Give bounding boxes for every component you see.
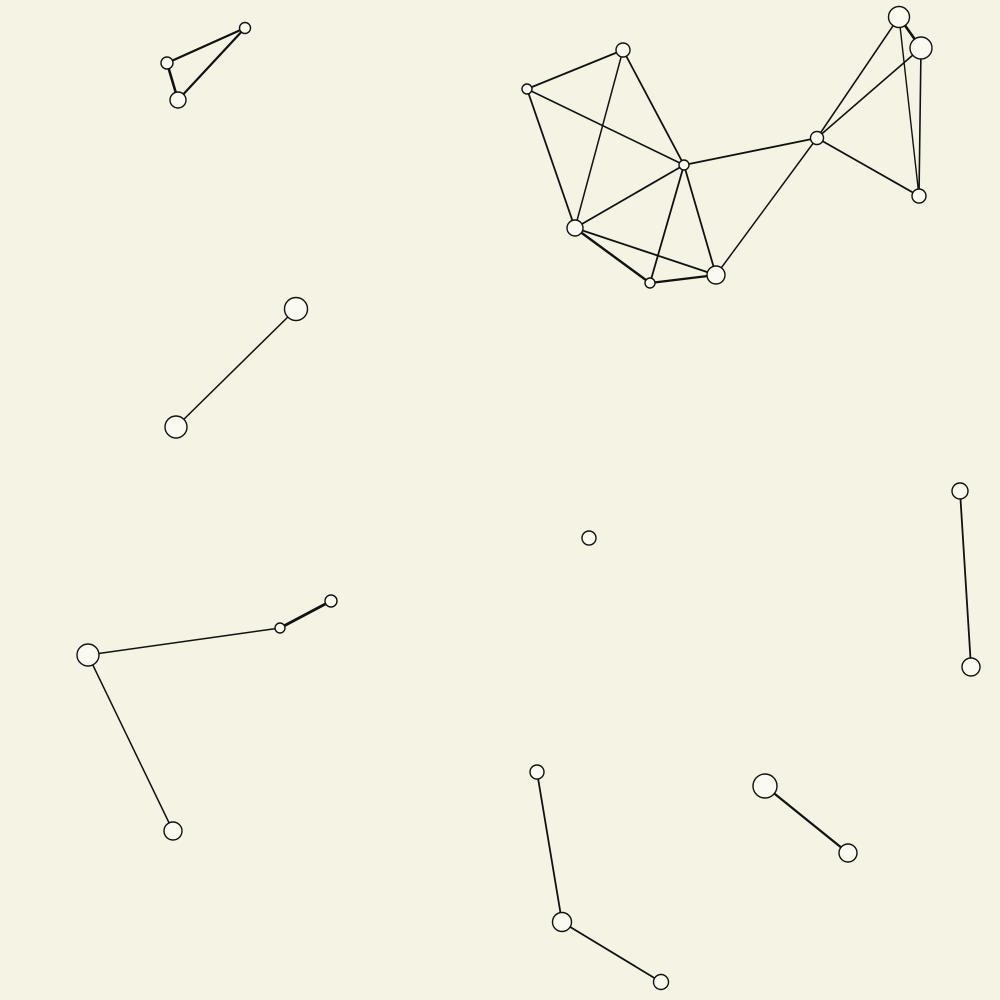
graph-edge (683, 164, 717, 276)
graph-edge (918, 47, 922, 197)
graph-node (911, 188, 927, 204)
graph-edge (649, 164, 685, 284)
graph-edge (622, 49, 685, 166)
graph-node (169, 91, 187, 109)
graph-node (809, 130, 825, 146)
graph-node (581, 530, 597, 546)
graph-node (163, 821, 183, 841)
graph-edge (278, 599, 333, 630)
graph-node (615, 42, 631, 58)
graph-node (324, 594, 338, 608)
graph-node (909, 36, 933, 60)
graph-edge (715, 137, 818, 276)
graph-edge (87, 627, 281, 656)
graph-edge (574, 164, 685, 229)
graph-edge (574, 227, 717, 276)
graph-node (887, 5, 911, 29)
graph-node (951, 482, 969, 500)
graph-edges (87, 15, 972, 983)
graph-node (283, 296, 309, 322)
graph-node (644, 277, 656, 289)
graph-nodes (76, 5, 981, 991)
graph-node (160, 56, 174, 70)
graph-node (274, 622, 286, 634)
graph-edge (176, 26, 247, 102)
graph-edge (165, 26, 247, 65)
graph-edge (683, 137, 818, 166)
graph-node (238, 21, 252, 35)
graph-edge (574, 49, 624, 229)
graph-node (678, 159, 690, 171)
graph-node (838, 843, 858, 863)
graph-node (551, 911, 573, 933)
graph-edge (816, 137, 920, 197)
graph-node (961, 657, 981, 677)
graph-edge (573, 226, 652, 285)
graph-edge (87, 654, 174, 832)
graph-edge (898, 16, 920, 197)
graph-edge (175, 308, 297, 428)
graph-edge (526, 49, 624, 90)
graph-node (76, 643, 100, 667)
graph-node (521, 83, 533, 95)
graph-node (164, 415, 188, 439)
graph-node (652, 973, 670, 991)
graph-node (706, 265, 726, 285)
graph-node (566, 219, 584, 237)
graph-edge (526, 88, 685, 166)
graph-node (752, 773, 778, 799)
graph-node (529, 764, 545, 780)
graph-edge (526, 88, 576, 229)
graph-edge (536, 771, 563, 923)
graph-edge (561, 921, 662, 983)
graph-edge (763, 784, 850, 855)
graph-edge (959, 490, 972, 668)
graph-edge (816, 16, 900, 139)
graph-edge (648, 273, 718, 285)
